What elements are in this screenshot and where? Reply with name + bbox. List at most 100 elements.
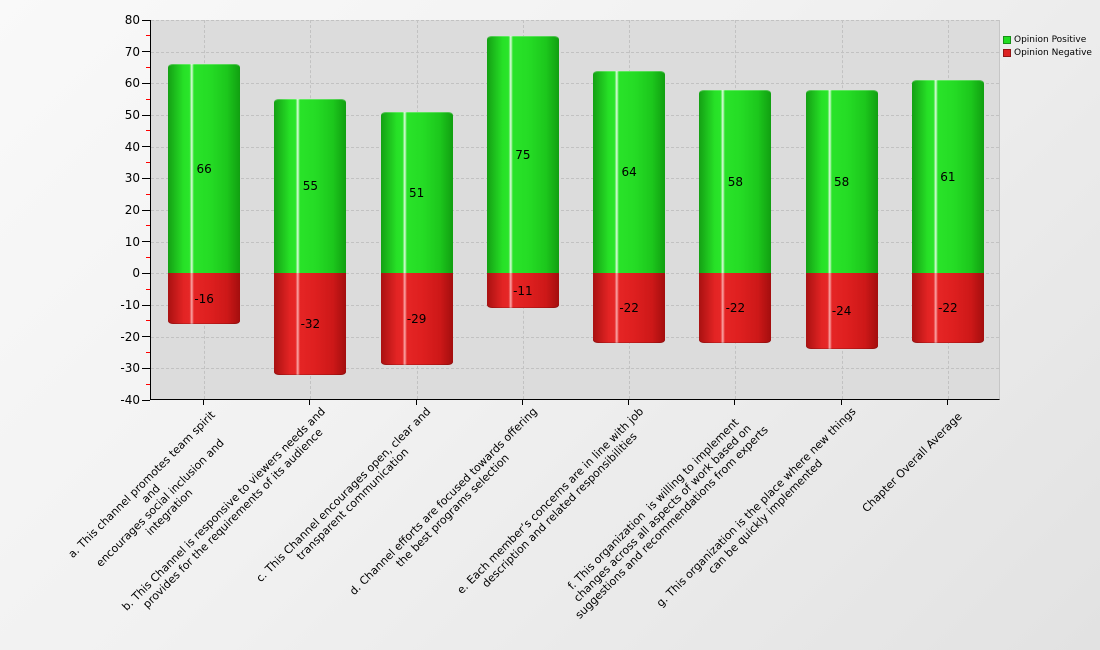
y-axis-minor-tick <box>146 320 150 322</box>
y-axis-major-tick <box>142 336 150 338</box>
bar-positive-segment <box>380 111 453 274</box>
bar-negative-segment <box>274 273 347 375</box>
gridline-horizontal <box>151 115 999 116</box>
bar-negative-segment <box>486 273 559 309</box>
value-label-positive: 64 <box>621 165 637 179</box>
y-axis-tick-label: -20 <box>120 329 140 344</box>
y-axis-major-tick <box>142 209 150 211</box>
legend-swatch-negative-icon <box>1003 48 1011 57</box>
value-label-negative: -16 <box>194 291 214 306</box>
plot-area: 66 -16 55 -32 51 -29 75 -11 64 -22 58 -22 58 -24 61 -22 <box>150 20 1000 400</box>
bar-negative-segment <box>168 273 241 324</box>
y-axis-minor-tick <box>146 193 150 195</box>
y-axis-tick-label: 30 <box>124 171 140 186</box>
y-axis-major-tick <box>142 114 150 116</box>
x-category-label-text: c. This Channel encourages open, clear a… <box>254 405 434 585</box>
value-label-negative: -22 <box>725 301 746 316</box>
bar-negative-segment <box>911 273 984 343</box>
y-axis-major-tick <box>142 304 150 306</box>
y-axis-minor-tick <box>146 67 150 68</box>
value-label-positive: 51 <box>408 185 425 200</box>
gridline-horizontal <box>151 241 999 243</box>
bar-positive-segment <box>274 99 347 274</box>
y-axis-tick-label: 0 <box>132 266 140 281</box>
value-label-negative: -32 <box>300 317 321 331</box>
value-label-positive: 58 <box>727 174 744 189</box>
gridline-horizontal <box>151 273 999 275</box>
y-axis-tick-label: 20 <box>124 203 140 217</box>
x-category-label: Chapter Overall Average <box>820 405 965 515</box>
y-axis-tick-label: -10 <box>120 298 140 312</box>
bar-positive-segment <box>168 64 241 274</box>
value-label-negative: -24 <box>831 304 852 319</box>
bar-positive-segment <box>486 35 559 274</box>
y-axis-minor-tick <box>146 257 150 258</box>
x-axis-tick <box>840 400 842 405</box>
value-label-positive: 66 <box>196 161 212 176</box>
y-axis-minor-tick <box>146 130 150 132</box>
x-category-label: g. This organization is the place where … <box>573 405 859 610</box>
y-axis-major-tick <box>142 82 150 84</box>
legend-label-positive: Opinion Positive <box>1014 34 1087 45</box>
x-axis-tick <box>521 400 523 405</box>
y-axis-tick-label: 50 <box>124 108 140 122</box>
gridline-horizontal <box>151 210 999 211</box>
y-axis-major-tick <box>142 399 150 401</box>
y-axis-major-tick <box>142 146 150 148</box>
y-axis-tick-label: 70 <box>124 44 140 59</box>
y-axis-major-tick <box>142 367 150 369</box>
y-axis-tick-label: 40 <box>124 139 140 154</box>
bar-negative-segment <box>805 273 878 350</box>
x-axis-tick <box>734 400 736 405</box>
bar-positive-segment <box>911 80 984 274</box>
gridline-horizontal <box>151 336 999 338</box>
legend-label-negative: Opinion Negative <box>1014 47 1092 58</box>
value-label-negative: -22 <box>938 301 958 316</box>
value-label-negative: -29 <box>406 312 427 327</box>
y-axis-minor-tick <box>146 35 150 37</box>
y-axis-minor-tick <box>146 162 150 163</box>
legend-item-negative: Opinion Negative <box>1003 46 1092 59</box>
y-axis-minor-tick <box>146 383 150 385</box>
y-axis-minor-tick <box>146 352 150 353</box>
value-label-negative: -22 <box>619 301 639 316</box>
y-axis-major-tick <box>142 241 150 243</box>
bar-positive-segment <box>593 70 666 274</box>
value-label-positive: 58 <box>833 174 850 189</box>
gridline-horizontal <box>151 146 999 148</box>
chart-legend: Opinion Positive Opinion Negative <box>1003 33 1092 59</box>
x-axis-tick <box>309 400 311 405</box>
y-axis-tick-label: 80 <box>124 13 140 27</box>
gridline-horizontal <box>151 83 999 85</box>
legend-item-positive: Opinion Positive <box>1003 33 1092 46</box>
value-label-positive: 75 <box>515 147 531 162</box>
x-axis-tick <box>203 400 205 405</box>
bar-negative-segment <box>699 273 772 343</box>
gridline-horizontal <box>151 20 999 21</box>
x-axis-tick <box>946 400 948 405</box>
bar-positive-segment <box>805 89 878 274</box>
x-category-label-text: a. This channel promotes team spirit and… <box>65 406 230 570</box>
y-axis-tick-label: 10 <box>124 234 140 249</box>
y-axis-major-tick <box>142 51 150 53</box>
y-axis-tick-label: 60 <box>124 76 140 91</box>
y-axis-tick-label: -30 <box>120 361 140 376</box>
y-axis-major-tick <box>142 177 150 179</box>
value-label-negative: -11 <box>513 283 533 298</box>
y-axis-minor-tick <box>146 225 150 227</box>
x-axis-tick <box>628 400 630 405</box>
gridline-horizontal <box>151 305 999 306</box>
bar-negative-segment <box>593 273 666 343</box>
x-category-label-text: Chapter Overall Average <box>860 410 966 515</box>
y-axis-minor-tick <box>146 288 150 290</box>
legend-swatch-positive-icon <box>1003 35 1011 44</box>
gridline-horizontal <box>151 368 999 370</box>
gridline-horizontal <box>151 178 999 180</box>
x-axis-tick <box>415 400 417 405</box>
value-label-positive: 55 <box>302 179 319 194</box>
x-category-label-text: f. This organization is willing to imple… <box>565 415 771 622</box>
y-axis-major-tick <box>142 272 150 274</box>
gridline-horizontal <box>151 51 999 53</box>
bar-positive-segment <box>699 89 772 274</box>
